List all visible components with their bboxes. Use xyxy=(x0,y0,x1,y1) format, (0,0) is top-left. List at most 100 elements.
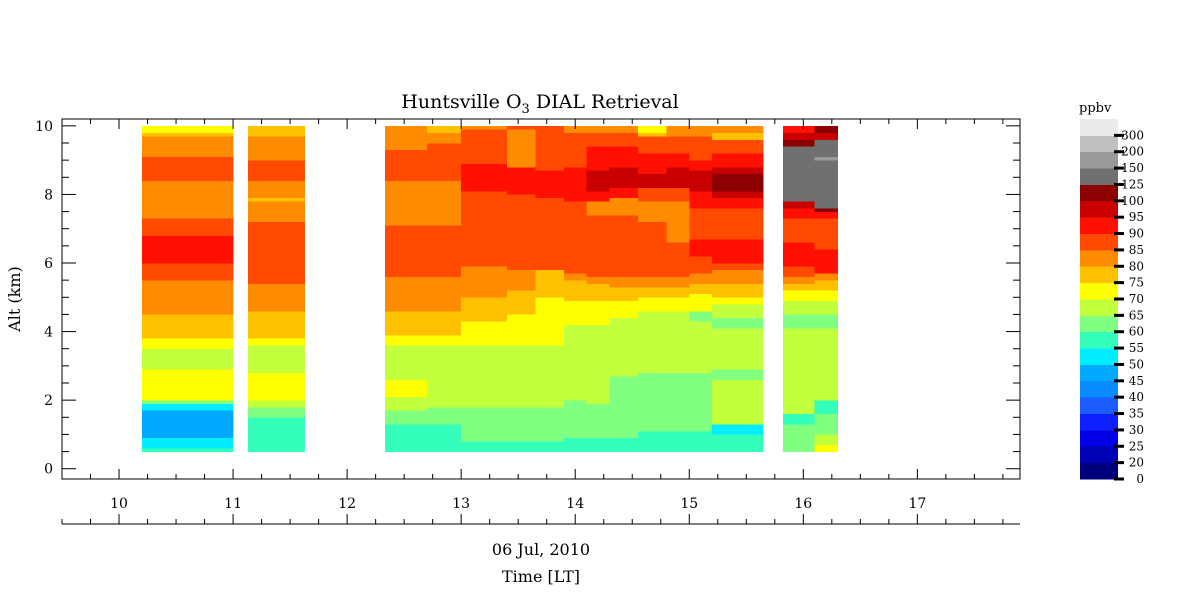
heatmap-cell xyxy=(782,266,816,278)
heatmap-cell xyxy=(637,221,667,278)
heatmap-cell xyxy=(535,197,565,271)
colorbar-tick-label: 125 xyxy=(1121,177,1144,191)
heatmap-cell xyxy=(535,125,565,130)
heatmap-cell xyxy=(461,345,508,408)
colorbar-swatch xyxy=(1080,151,1118,169)
heatmap-cell xyxy=(586,283,610,302)
heatmap-cell xyxy=(426,345,462,387)
colorbar-swatch xyxy=(1080,184,1118,202)
heatmap-cell xyxy=(141,338,234,350)
heatmap-cell xyxy=(506,345,536,408)
chart-title: Huntsville O3 DIAL Retrieval xyxy=(401,91,678,117)
y-tick-label: 6 xyxy=(44,256,53,272)
heatmap-cell xyxy=(666,276,690,288)
x-tick-label: 11 xyxy=(224,496,242,512)
heatmap-cell xyxy=(782,276,816,284)
heatmap-cell xyxy=(384,379,428,398)
heatmap-cell xyxy=(384,225,428,278)
colorbar-tick-label: 0 xyxy=(1136,472,1144,486)
heatmap-cell xyxy=(782,167,816,202)
heatmap-cell xyxy=(814,400,838,415)
x-tick-label: 10 xyxy=(110,496,128,512)
heatmap-cell xyxy=(563,400,587,439)
colorbar-swatch xyxy=(1080,380,1118,398)
profile-column xyxy=(637,125,667,452)
heatmap-cell xyxy=(689,256,713,274)
heatmap-cell xyxy=(666,153,690,168)
colorbar-tick-label: 200 xyxy=(1121,145,1144,159)
heatmap-cell xyxy=(814,211,838,219)
heatmap-cell xyxy=(247,201,306,223)
heatmap-cell xyxy=(461,441,508,452)
heatmap-cell xyxy=(461,297,508,322)
heatmap-cell xyxy=(426,143,462,164)
heatmap-cell xyxy=(782,132,816,140)
heatmap-cell xyxy=(141,410,234,439)
heatmap-cell xyxy=(141,235,234,264)
heatmap-cell xyxy=(586,276,610,284)
colorbar-tick-label: 45 xyxy=(1129,374,1144,388)
heatmap-cell xyxy=(535,170,565,199)
heatmap-cell xyxy=(141,136,234,158)
heatmap-cell xyxy=(689,125,713,137)
heatmap-cell xyxy=(384,125,428,140)
heatmap-cell xyxy=(461,407,508,442)
heatmap-cell xyxy=(535,297,565,315)
heatmap-cell xyxy=(563,167,587,202)
heatmap-cell xyxy=(689,136,713,161)
heatmap-cell xyxy=(814,132,838,140)
heatmap-cell xyxy=(689,321,713,374)
colorbar-tick-label: 70 xyxy=(1129,292,1144,306)
heatmap-cell xyxy=(782,424,816,452)
heatmap-cell xyxy=(384,345,428,380)
y-tick-label: 8 xyxy=(44,187,53,203)
heatmap-cell xyxy=(586,170,610,192)
y-tick-label: 4 xyxy=(44,325,53,341)
heatmap-cell xyxy=(609,300,639,319)
heatmap-cell xyxy=(637,173,667,188)
heatmap-cell xyxy=(666,242,690,278)
heatmap-cell xyxy=(247,338,306,346)
heatmap-cell xyxy=(782,208,816,219)
heatmap-cell xyxy=(586,437,610,452)
heatmap-cell xyxy=(712,297,764,305)
colorbar-tick-label: 85 xyxy=(1129,243,1144,257)
heatmap-cell xyxy=(563,437,587,452)
heatmap-cell xyxy=(782,125,816,134)
heatmap-cell xyxy=(461,129,508,151)
heatmap-cell xyxy=(666,431,690,452)
colorbar-swatch xyxy=(1080,446,1118,464)
x-axis-label: Time [LT] xyxy=(502,567,580,586)
heatmap-cell xyxy=(506,194,536,271)
profile-column xyxy=(384,125,428,452)
heatmap-cell xyxy=(506,407,536,442)
heatmap-cell xyxy=(247,311,306,339)
heatmap-cell xyxy=(814,328,838,401)
heatmap-cell xyxy=(506,314,536,346)
heatmap-cell xyxy=(782,283,816,291)
heatmap-cell xyxy=(384,335,428,346)
heatmap-cell xyxy=(712,139,764,154)
heatmap-cell xyxy=(506,269,536,291)
heatmap-cell xyxy=(586,403,610,439)
heatmap-cell xyxy=(609,167,639,188)
heatmap-cell xyxy=(712,239,764,264)
heatmap-cell xyxy=(666,167,690,188)
heatmap-cell xyxy=(666,287,690,298)
x-tick-label: 17 xyxy=(908,496,926,512)
heatmap-cell xyxy=(814,160,838,209)
heatmap-cell xyxy=(689,170,713,192)
heatmap-cell xyxy=(426,163,462,182)
colorbar-tick-label: 75 xyxy=(1129,276,1144,290)
heatmap-cell xyxy=(609,317,639,377)
colorbar-tick-label: 80 xyxy=(1129,259,1144,273)
heatmap-cell xyxy=(141,156,234,182)
heatmap-cell xyxy=(506,129,536,154)
heatmap-cell xyxy=(782,242,816,267)
heatmap-cell xyxy=(384,149,428,182)
colorbar: ppbv 0 20 25 30 35 40 45 50 55 60 65 70 75 80 85 90 95 10… xyxy=(1079,101,1144,486)
heatmap-cell xyxy=(782,314,816,329)
heatmap-cell xyxy=(814,208,838,212)
profile-column xyxy=(563,125,587,452)
heatmap-cell xyxy=(637,276,667,288)
